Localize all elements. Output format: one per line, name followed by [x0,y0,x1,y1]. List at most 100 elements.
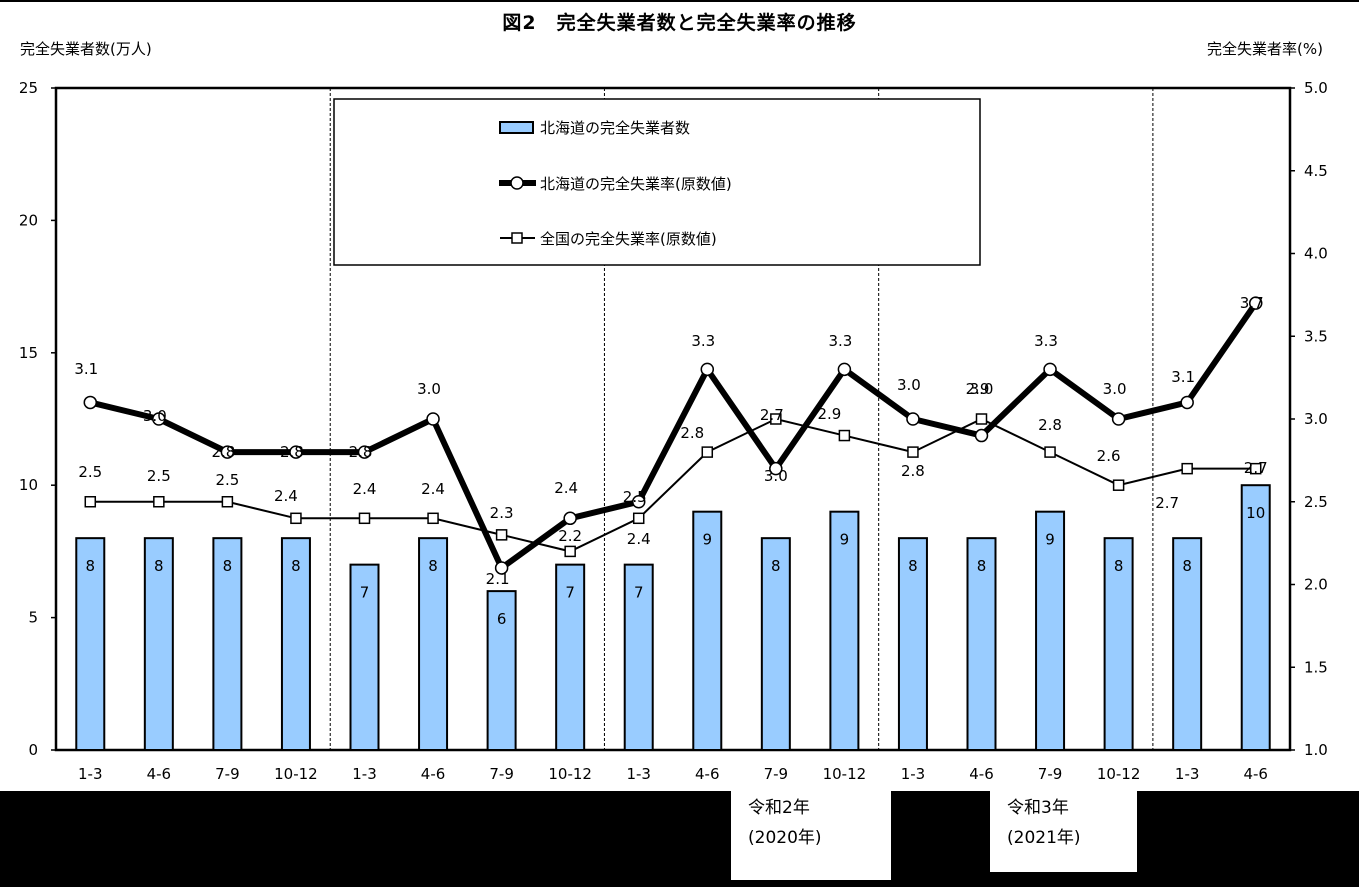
hokkaido-rate-label: 2.1 [486,570,510,588]
national-rate-label: 2.5 [215,471,239,489]
legend-national-marker [511,232,523,244]
hokkaido-rate-label: 2.9 [966,380,990,398]
hokkaido-rate-label: 3.3 [691,332,715,350]
x-category-label: 7-9 [1038,765,1063,783]
bar-hokkaido-unemployed [829,510,860,751]
bar-value-label: 7 [360,584,370,602]
bar-hokkaido-unemployed [897,537,928,751]
legend-bars-label: 北海道の完全失業者数 [540,119,690,137]
bar-value-label: 9 [1045,531,1055,549]
national-rate-marker [495,529,508,541]
national-rate-marker [564,545,576,558]
top-border [0,0,1359,2]
hokkaido-rate-label: 3.7 [1240,294,1264,312]
right-tick-label: 2.5 [1304,493,1328,511]
hokkaido-rate-marker [906,412,920,426]
left-axis-label: 完全失業者数(万人) [20,40,152,58]
hokkaido-rate-marker [1180,395,1194,410]
era-label-2020-line2: (2020年) [748,828,822,848]
right-tick-label: 3.5 [1304,327,1328,345]
national-rate-marker [427,512,439,525]
hokkaido-rate-label: 3.1 [1171,368,1195,386]
x-category-label: 1-3 [78,765,103,783]
bar-hokkaido-unemployed [418,537,449,751]
national-rate-marker [358,512,371,525]
bar-value-label: 8 [908,557,918,575]
bar-hokkaido-unemployed [692,510,723,751]
bar-value-label: 8 [771,557,781,575]
x-category-label: 4-6 [1243,765,1268,783]
x-category-label: 1-3 [626,765,651,783]
bar-value-label: 10 [1246,504,1265,522]
hokkaido-rate-marker [152,412,166,426]
left-tick-label: 5 [28,609,38,627]
national-rate-line [90,417,1256,553]
right-tick-label: 3.0 [1304,410,1328,428]
hokkaido-rate-label: 3.0 [417,380,441,398]
hokkaido-rate-marker [220,445,235,459]
hokkaido-rate-marker [426,412,440,426]
hokkaido-rate-label: 2.8 [211,443,235,461]
right-tick-label: 4.0 [1304,245,1328,263]
hokkaido-rate-marker [1043,362,1057,377]
x-category-label: 10-12 [1097,765,1141,783]
national-rate-marker [770,413,782,425]
right-axis-label: 完全失業者率(%) [1207,40,1323,58]
bar-hokkaido-unemployed [1240,484,1271,751]
bar-hokkaido-unemployed [349,563,380,752]
hokkaido-rate-label: 3.3 [1034,332,1058,350]
x-category-label: 7-9 [489,765,514,783]
bar-value-label: 8 [291,557,301,575]
hokkaido-rate-marker [357,445,372,459]
national-rate-marker [632,512,645,525]
hokkaido-rate-marker [289,445,303,459]
legend-hokkaido-rate-label: 北海道の完全失業率(原数値) [540,175,732,193]
bar-hokkaido-unemployed [1172,537,1203,751]
legend-box [333,98,981,266]
national-rate-marker [221,496,234,508]
national-rate-label: 2.8 [680,424,704,442]
chart-title: 図2 完全失業者数と完全失業率の推移 [502,12,857,34]
era-label-2021-line2: (2021年) [1007,828,1081,848]
x-category-label: 10-12 [274,765,318,783]
right-tick-label: 5.0 [1304,79,1328,97]
national-rate-label: 2.6 [1097,447,1121,465]
bar-value-label: 8 [1114,557,1124,575]
x-category-label: 10-12 [823,765,867,783]
hokkaido-rate-marker [1111,412,1126,426]
left-tick-label: 20 [19,211,38,229]
x-category-label: 4-6 [695,765,720,783]
hokkaido-rate-marker [1248,296,1263,310]
national-rate-label: 2.8 [901,462,925,480]
bar-hokkaido-unemployed [760,537,791,751]
x-category-label: 7-9 [215,765,240,783]
bar-hokkaido-unemployed [212,537,243,751]
right-tick-label: 4.5 [1304,162,1328,180]
x-category-label: 1-3 [1175,765,1200,783]
national-rate-label: 2.4 [274,487,298,505]
bar-value-label: 9 [703,531,713,549]
x-category-label: 4-6 [147,765,172,783]
hokkaido-rate-marker [700,362,715,377]
legend-bar-swatch [499,121,534,134]
national-rate-label: 2.3 [490,504,514,522]
bar-value-label: 8 [154,557,164,575]
national-rate-label: 2.5 [147,467,171,485]
hokkaido-rate-marker [494,561,509,575]
bar-value-label: 9 [840,531,850,549]
hokkaido-rate-label: 3.0 [897,376,921,394]
x-category-label: 1-3 [352,765,377,783]
legend-national-rate-label: 全国の完全失業率(原数値) [540,230,717,248]
x-category-label: 7-9 [764,765,789,783]
hokkaido-rate-marker [83,395,98,410]
hokkaido-rate-marker [563,511,577,526]
bar-hokkaido-unemployed [75,537,106,751]
hokkaido-rate-marker [631,495,646,509]
bar-value-label: 8 [428,557,438,575]
right-tick-label: 2.0 [1304,576,1328,594]
hokkaido-rate-label: 3.0 [143,407,167,425]
national-rate-marker [84,496,97,508]
bar-hokkaido-unemployed [143,537,174,751]
hokkaido-rate-label: 3.0 [1103,380,1127,398]
